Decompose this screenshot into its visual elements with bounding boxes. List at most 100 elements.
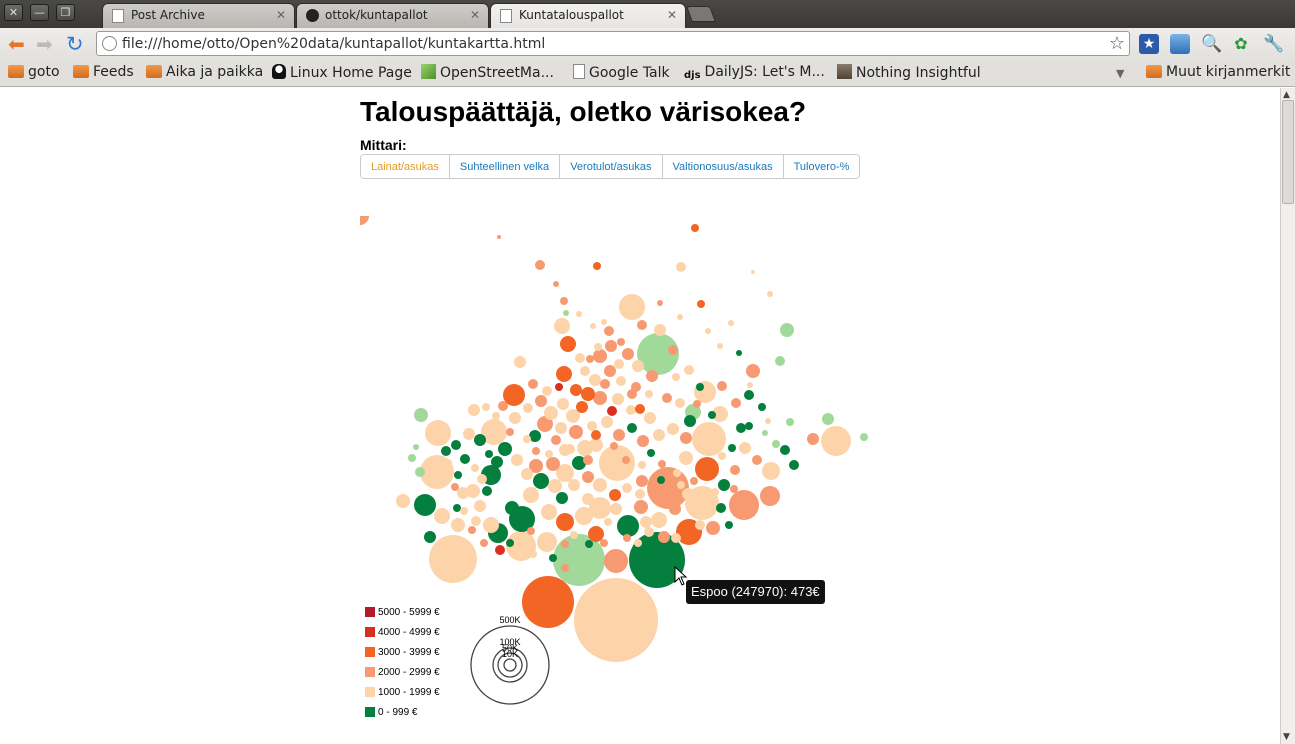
municipality-bubble[interactable]	[441, 446, 451, 456]
close-tab-icon[interactable]: ✕	[275, 8, 286, 22]
metric-suhteellinen-velka[interactable]: Suhteellinen velka	[449, 155, 561, 178]
municipality-bubble[interactable]	[637, 333, 679, 375]
bookmark-goto[interactable]: goto	[8, 64, 60, 80]
municipality-bubble[interactable]	[575, 507, 593, 525]
municipality-bubble[interactable]	[696, 383, 704, 391]
municipality-bubble[interactable]	[758, 403, 766, 411]
municipality-bubble[interactable]	[728, 320, 734, 326]
municipality-bubble[interactable]	[468, 526, 476, 534]
municipality-bubble[interactable]	[492, 412, 500, 420]
municipality-bubble[interactable]	[535, 260, 545, 270]
municipality-bubble[interactable]	[498, 442, 512, 456]
municipality-bubble[interactable]	[679, 451, 693, 465]
extension-bug-icon[interactable]: ✿	[1234, 34, 1248, 53]
municipality-bubble[interactable]	[676, 262, 686, 272]
municipality-bubble[interactable]	[739, 442, 751, 454]
municipality-bubble[interactable]	[746, 364, 760, 378]
url-text[interactable]: file:///home/otto/Open%20data/kuntapallo…	[122, 36, 546, 52]
zoom-magnifier-icon[interactable]: 🔍	[1201, 34, 1223, 54]
municipality-bubble[interactable]	[477, 474, 487, 484]
municipality-bubble[interactable]	[712, 406, 728, 422]
municipality-bubble[interactable]	[613, 429, 625, 441]
municipality-bubble[interactable]	[780, 445, 790, 455]
municipality-bubble[interactable]	[762, 430, 768, 436]
municipality-bubble[interactable]	[657, 476, 665, 484]
municipality-bubble[interactable]	[635, 489, 645, 499]
municipality-bubble[interactable]	[671, 533, 681, 543]
scroll-up-arrow-icon[interactable]: ▲	[1283, 90, 1290, 100]
tab-post-archive[interactable]: Post Archive ✕	[102, 3, 295, 28]
municipality-bubble[interactable]	[529, 430, 541, 442]
municipality-bubble[interactable]	[396, 494, 410, 508]
municipality-bubble[interactable]	[637, 320, 647, 330]
municipality-bubble[interactable]	[635, 404, 645, 414]
municipality-bubble[interactable]	[561, 564, 569, 572]
municipality-bubble[interactable]	[762, 462, 780, 480]
municipality-bubble[interactable]	[617, 515, 639, 537]
municipality-bubble[interactable]	[593, 349, 607, 363]
municipality-bubble[interactable]	[549, 554, 557, 562]
municipality-bubble[interactable]	[717, 381, 727, 391]
municipality-bubble[interactable]	[468, 404, 480, 416]
municipality-bubble[interactable]	[772, 440, 780, 448]
municipality-bubble[interactable]	[675, 398, 685, 408]
municipality-bubble[interactable]	[600, 379, 610, 389]
municipality-bubble[interactable]	[600, 539, 608, 547]
municipality-bubble[interactable]	[565, 444, 575, 454]
municipality-bubble[interactable]	[728, 444, 736, 452]
municipality-bubble[interactable]	[619, 294, 645, 320]
maximize-window-button[interactable]: ❐	[56, 4, 75, 21]
municipality-bubble[interactable]	[684, 365, 694, 375]
municipality-bubble[interactable]	[561, 540, 569, 548]
municipality-bubble[interactable]	[691, 224, 699, 232]
municipality-bubble[interactable]	[632, 360, 644, 372]
municipality-bubble[interactable]	[605, 340, 617, 352]
municipality-bubble[interactable]	[572, 456, 586, 470]
municipality-bubble[interactable]	[506, 539, 514, 547]
municipality-bubble[interactable]	[590, 323, 596, 329]
bookmark-other-bookmarks[interactable]: Muut kirjanmerkit	[1146, 64, 1290, 80]
municipality-bubble[interactable]	[541, 504, 557, 520]
municipality-bubble[interactable]	[471, 516, 481, 526]
municipality-bubble[interactable]	[542, 386, 552, 396]
municipality-bubble[interactable]	[485, 450, 493, 458]
municipality-bubble[interactable]	[594, 343, 602, 351]
municipality-bubble[interactable]	[566, 409, 580, 423]
municipality-bubble[interactable]	[620, 307, 628, 315]
municipality-bubble[interactable]	[556, 464, 574, 482]
municipality-bubble[interactable]	[509, 412, 521, 424]
municipality-bubble[interactable]	[460, 454, 470, 464]
municipality-bubble[interactable]	[576, 311, 582, 317]
municipality-bubble[interactable]	[563, 310, 569, 316]
municipality-bubble[interactable]	[505, 501, 519, 515]
tab-github[interactable]: ottok/kuntapallot ✕	[296, 3, 489, 28]
municipality-bubble[interactable]	[497, 235, 501, 239]
municipality-bubble[interactable]	[622, 348, 634, 360]
municipality-bubble[interactable]	[577, 440, 593, 456]
municipality-bubble[interactable]	[593, 478, 607, 492]
municipality-bubble[interactable]	[522, 576, 574, 628]
municipality-bubble[interactable]	[708, 411, 716, 419]
municipality-bubble[interactable]	[601, 416, 613, 428]
municipality-bubble[interactable]	[677, 481, 685, 489]
municipality-bubble[interactable]	[521, 468, 533, 480]
municipality-bubble[interactable]	[667, 423, 679, 435]
municipality-bubble[interactable]	[680, 432, 692, 444]
municipality-bubble[interactable]	[747, 382, 753, 388]
municipality-bubble[interactable]	[780, 323, 794, 337]
municipality-bubble[interactable]	[695, 520, 705, 530]
municipality-bubble[interactable]	[556, 366, 572, 382]
new-tab-button[interactable]	[686, 6, 716, 22]
bookmark-openstreetmap[interactable]: OpenStreetMa...	[421, 64, 554, 81]
municipality-bubble[interactable]	[527, 527, 535, 535]
municipality-bubble[interactable]	[627, 389, 637, 399]
municipality-bubble[interactable]	[612, 393, 624, 405]
bookmark-nothing-insightful[interactable]: Nothing Insightful	[837, 64, 981, 81]
vertical-scrollbar[interactable]: ▲ ▼	[1280, 88, 1295, 744]
municipality-bubble[interactable]	[807, 433, 819, 445]
municipality-bubble[interactable]	[657, 300, 663, 306]
municipality-bubble[interactable]	[717, 343, 723, 349]
municipality-bubble[interactable]	[609, 489, 621, 501]
municipality-bubble[interactable]	[457, 487, 469, 499]
municipality-bubble[interactable]	[408, 454, 416, 462]
